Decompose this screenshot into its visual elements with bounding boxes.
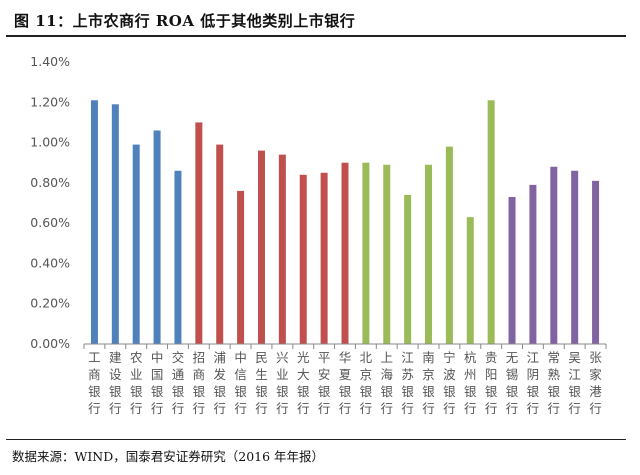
bar bbox=[153, 130, 161, 344]
category-label: 农业银行 bbox=[130, 350, 143, 416]
category-label: 北京银行 bbox=[360, 350, 373, 416]
category-label: 宁波银行 bbox=[443, 350, 456, 416]
y-tick-label: 1.40% bbox=[30, 54, 70, 69]
y-tick-label: 0.80% bbox=[30, 175, 70, 190]
category-label: 光大银行 bbox=[297, 350, 310, 416]
bar bbox=[529, 184, 537, 344]
bar bbox=[362, 162, 370, 344]
category-label: 中国银行 bbox=[151, 350, 164, 416]
footer-divider bbox=[6, 439, 626, 440]
bar bbox=[487, 100, 495, 345]
y-tick-label: 0.00% bbox=[30, 336, 70, 351]
category-label: 兴业银行 bbox=[276, 350, 289, 416]
bar bbox=[425, 164, 433, 344]
x-axis bbox=[83, 343, 607, 349]
bar bbox=[132, 144, 140, 344]
bar bbox=[445, 146, 453, 344]
category-label: 江阴银行 bbox=[527, 350, 540, 416]
category-label: 南京银行 bbox=[422, 350, 435, 416]
category-label: 上海银行 bbox=[381, 350, 394, 416]
category-label: 贵阳银行 bbox=[485, 350, 498, 416]
bar bbox=[341, 162, 349, 344]
bar bbox=[550, 166, 558, 344]
bar-series bbox=[90, 100, 600, 345]
bar bbox=[237, 190, 245, 344]
category-label: 常熟银行 bbox=[548, 350, 561, 416]
figure-title: 图 11：上市农商行 ROA 低于其他类别上市银行 bbox=[14, 12, 356, 30]
category-label: 吴江银行 bbox=[568, 350, 581, 416]
bar bbox=[592, 180, 600, 344]
bar bbox=[299, 174, 307, 344]
bar bbox=[383, 164, 391, 344]
category-label: 交通银行 bbox=[172, 350, 185, 416]
category-label: 建设银行 bbox=[109, 350, 122, 416]
source-note: 数据来源：WIND，国泰君安证券研究（2016 年年报） bbox=[12, 449, 325, 464]
bar bbox=[278, 154, 286, 344]
category-label: 中信银行 bbox=[234, 350, 247, 416]
bar bbox=[257, 150, 265, 344]
y-tick-label: 1.20% bbox=[30, 94, 70, 109]
category-label: 杭州银行 bbox=[464, 350, 477, 416]
bar bbox=[90, 100, 98, 345]
bar bbox=[466, 217, 474, 344]
title-divider bbox=[6, 35, 626, 37]
category-label: 工商银行 bbox=[88, 350, 101, 416]
y-tick-label: 0.60% bbox=[30, 215, 70, 230]
figure-title-bar: 图 11：上市农商行 ROA 低于其他类别上市银行 bbox=[6, 6, 626, 34]
category-label: 民生银行 bbox=[255, 350, 268, 416]
category-label: 招商银行 bbox=[193, 350, 206, 416]
y-tick-label: 1.00% bbox=[30, 135, 70, 150]
category-label: 张家港行 bbox=[589, 350, 602, 416]
y-tick-label: 0.20% bbox=[30, 296, 70, 311]
category-label: 平安银行 bbox=[318, 350, 331, 416]
y-tick-label: 0.40% bbox=[30, 255, 70, 270]
bar bbox=[508, 196, 516, 344]
category-label: 浦发银行 bbox=[213, 350, 226, 416]
bar bbox=[571, 170, 579, 344]
bar bbox=[320, 172, 328, 344]
bar bbox=[216, 144, 224, 344]
bar bbox=[195, 122, 203, 344]
y-axis-ticks: 0.00% 0.20% 0.40% 0.60% 0.80% 1.00% 1.20% 1.40% bbox=[30, 54, 70, 351]
category-label: 无锡银行 bbox=[506, 350, 519, 416]
category-labels: 工商银行建设银行农业银行中国银行交通银行招商银行浦发银行中信银行民生银行兴业银行… bbox=[88, 350, 602, 416]
category-label: 江苏银行 bbox=[401, 350, 414, 416]
bar bbox=[111, 104, 119, 344]
category-label: 华夏银行 bbox=[339, 350, 352, 416]
bar bbox=[174, 170, 182, 344]
bar bbox=[404, 194, 412, 344]
